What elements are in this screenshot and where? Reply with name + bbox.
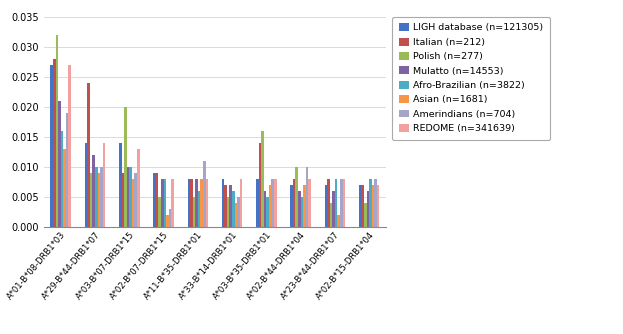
Bar bbox=[335, 179, 338, 227]
Bar bbox=[98, 173, 100, 227]
Bar bbox=[190, 179, 193, 227]
Bar bbox=[261, 131, 264, 227]
Bar bbox=[298, 191, 301, 227]
Bar bbox=[135, 173, 137, 227]
Bar bbox=[359, 185, 361, 227]
Bar bbox=[171, 179, 174, 227]
Bar bbox=[100, 167, 103, 227]
Bar bbox=[158, 197, 161, 227]
Bar bbox=[87, 83, 90, 227]
Bar bbox=[121, 173, 124, 227]
Bar bbox=[58, 101, 61, 227]
Bar bbox=[269, 185, 272, 227]
Bar bbox=[267, 197, 269, 227]
Bar bbox=[53, 59, 55, 227]
Bar bbox=[50, 65, 53, 227]
Bar bbox=[325, 185, 327, 227]
Bar bbox=[203, 161, 206, 227]
Bar bbox=[153, 173, 156, 227]
Bar bbox=[301, 197, 303, 227]
Bar bbox=[293, 179, 295, 227]
Bar bbox=[66, 113, 69, 227]
Bar bbox=[364, 203, 366, 227]
Bar bbox=[240, 179, 242, 227]
Bar bbox=[340, 179, 343, 227]
Bar bbox=[374, 179, 377, 227]
Bar bbox=[163, 179, 166, 227]
Bar bbox=[227, 197, 229, 227]
Bar bbox=[361, 185, 364, 227]
Bar bbox=[274, 179, 277, 227]
Bar bbox=[308, 179, 311, 227]
Bar bbox=[55, 35, 58, 227]
Bar bbox=[85, 143, 87, 227]
Bar bbox=[237, 197, 240, 227]
Bar bbox=[290, 185, 293, 227]
Bar bbox=[332, 191, 335, 227]
Bar bbox=[366, 191, 369, 227]
Bar bbox=[224, 185, 227, 227]
Bar bbox=[264, 191, 267, 227]
Bar bbox=[195, 179, 198, 227]
Bar bbox=[166, 215, 169, 227]
Bar bbox=[156, 173, 158, 227]
Legend: LIGH database (n=121305), Italian (n=212), Polish (n=277), Mulatto (n=14553), Af: LIGH database (n=121305), Italian (n=212… bbox=[392, 17, 550, 140]
Bar bbox=[126, 167, 130, 227]
Bar bbox=[161, 179, 163, 227]
Bar bbox=[130, 167, 132, 227]
Bar bbox=[90, 173, 92, 227]
Bar bbox=[272, 179, 274, 227]
Bar bbox=[201, 179, 203, 227]
Bar bbox=[338, 215, 340, 227]
Bar bbox=[188, 179, 190, 227]
Bar bbox=[235, 203, 237, 227]
Bar bbox=[103, 143, 105, 227]
Bar bbox=[229, 185, 232, 227]
Bar bbox=[327, 179, 330, 227]
Bar bbox=[198, 191, 201, 227]
Bar bbox=[330, 203, 332, 227]
Bar bbox=[95, 167, 98, 227]
Bar bbox=[206, 179, 208, 227]
Bar bbox=[69, 65, 71, 227]
Bar bbox=[343, 179, 345, 227]
Bar bbox=[303, 185, 306, 227]
Bar bbox=[137, 149, 140, 227]
Bar bbox=[119, 143, 121, 227]
Bar bbox=[64, 149, 66, 227]
Bar bbox=[295, 167, 298, 227]
Bar bbox=[256, 179, 259, 227]
Bar bbox=[377, 185, 379, 227]
Bar bbox=[92, 155, 95, 227]
Bar bbox=[259, 143, 261, 227]
Bar bbox=[232, 191, 235, 227]
Bar bbox=[124, 107, 126, 227]
Bar bbox=[193, 197, 195, 227]
Bar bbox=[169, 209, 171, 227]
Bar bbox=[222, 179, 224, 227]
Bar bbox=[372, 185, 374, 227]
Bar bbox=[132, 179, 135, 227]
Bar bbox=[61, 131, 64, 227]
Bar bbox=[306, 167, 308, 227]
Bar bbox=[369, 179, 372, 227]
